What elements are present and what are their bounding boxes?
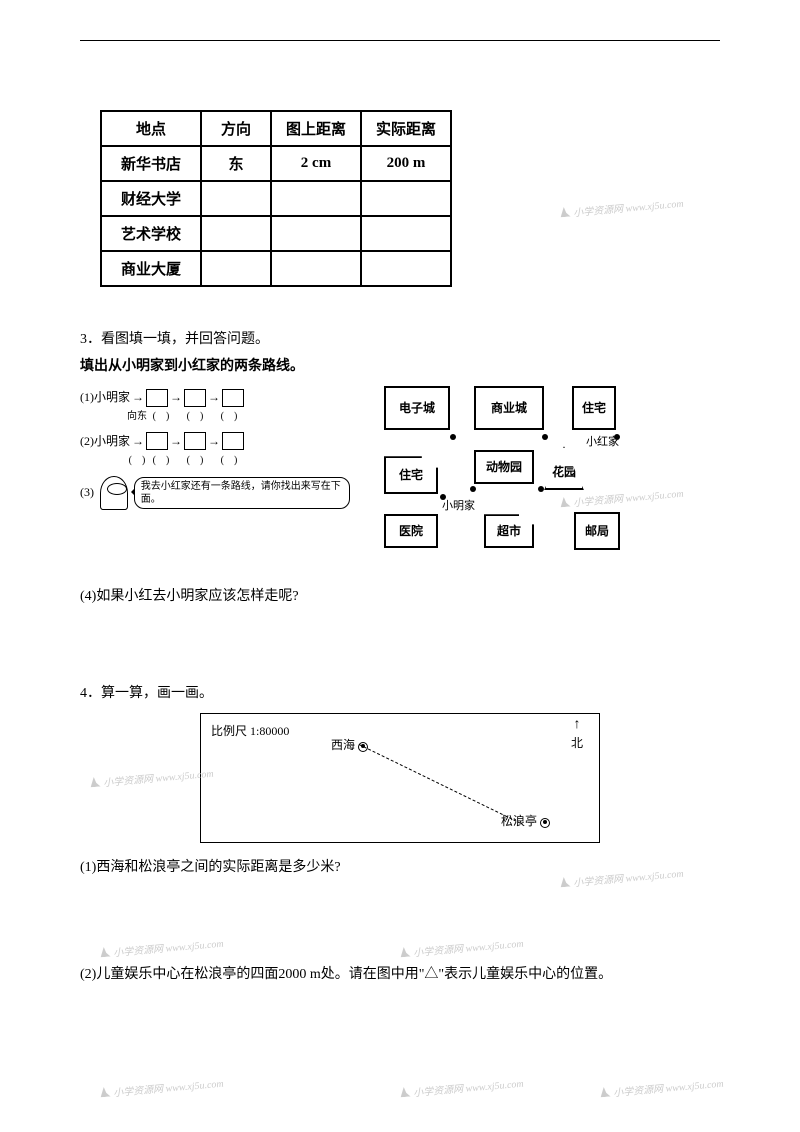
map-block: 电子城 [384,386,450,430]
route-2: (2)小明家 → → → [80,430,350,453]
watermark: 小学资源网 www.xj5u.com [100,1075,224,1101]
blank-box [222,432,244,450]
map-block: 住宅 [572,386,616,430]
header-rule [80,40,720,41]
dashed-line [359,744,521,824]
arrow-icon: → [208,430,220,453]
sub3-label: (3) [80,481,94,504]
route1-underlabels: 向东 ( ) ( ) ( ) [80,407,350,426]
map-block: 商业城 [474,386,544,430]
route1-label: (1)小明家 [80,386,130,409]
map-block: 邮局 [574,512,620,550]
cell-real [361,181,451,216]
q4-number: 4． [80,686,101,701]
cell-real: 200 m [361,146,451,181]
blank-box [184,432,206,450]
question-4: 4．算一算，画一画。 比例尺 1:80000 ↑ 北 西海 松浪亭 (1)西海和… [80,681,720,989]
blank-box [184,389,206,407]
map-block: 超市 [484,514,534,548]
cell-dir [201,251,271,286]
cell-real [361,216,451,251]
watermark: 小学资源网 www.xj5u.com [560,195,684,221]
q4-sub2: (2)儿童娱乐中心在松浪亭的四面2000 m处。请在图中用"△"表示儿童娱乐中心… [80,962,720,989]
map-block: 花园 [544,446,584,490]
paren: ( ) [184,407,206,426]
cell-map: 2 cm [271,146,361,181]
cell-loc: 新华书店 [101,146,201,181]
th-real-dist: 实际距离 [361,111,451,146]
watermark: 小学资源网 www.xj5u.com [600,1075,724,1101]
blank-box [146,432,168,450]
map-block: 动物园 [474,450,534,484]
arrow-icon: → [170,430,182,453]
map-dot [542,434,548,440]
child-icon [100,476,128,510]
dir-label: 向东 [126,407,148,426]
q4-prompt: 算一算，画一画。 [101,686,213,701]
map-dot [538,486,544,492]
route2-underlabels: ( ) ( ) ( ) ( ) [80,451,350,470]
map-label: 小明家 [442,496,475,517]
paren: ( ) [126,451,148,470]
arrow-icon: → [208,386,220,409]
q3-map: 电子城商业城住宅住宅动物园花园医院超市邮局小红家小明家 [364,386,720,566]
map-block: 住宅 [384,456,438,494]
table-header-row: 地点 方向 图上距离 实际距离 [101,111,451,146]
cell-map [271,216,361,251]
paren: ( ) [218,451,240,470]
location-table: 地点 方向 图上距离 实际距离 新华书店 东 2 cm 200 m 财经大学 艺… [100,110,452,287]
cell-loc: 商业大厦 [101,251,201,286]
arrow-icon: → [132,430,144,453]
route2-label: (2)小明家 [80,430,130,453]
speech-bubble: 我去小红家还有一条路线，请你找出来写在下面。 [134,477,350,509]
scale-label: 比例尺 1:80000 [211,720,289,743]
paren: ( ) [218,407,240,426]
table-row: 艺术学校 [101,216,451,251]
paren: ( ) [150,407,172,426]
north-indicator: ↑ 北 [571,718,583,755]
map-dot [450,434,456,440]
q4-map: 比例尺 1:80000 ↑ 北 西海 松浪亭 [200,713,600,843]
table-row: 商业大厦 [101,251,451,286]
cell-map [271,181,361,216]
north-arrow-icon: ↑ [571,718,583,732]
route-1: (1)小明家 → → → [80,386,350,409]
cell-loc: 财经大学 [101,181,201,216]
question-3: 3．看图填一填，并回答问题。 填出从小明家到小红家的两条路线。 (1)小明家 →… [80,327,720,611]
watermark: 小学资源网 www.xj5u.com [400,1075,524,1101]
arrow-icon: → [170,386,182,409]
q3-routes: (1)小明家 → → → 向东 ( ) ( ) ( ) (2)小明家 → [80,386,350,566]
arrow-icon: → [132,386,144,409]
cell-dir [201,216,271,251]
cell-map [271,251,361,286]
cell-real [361,251,451,286]
q3-number: 3． [80,332,101,347]
q3-sub4: (4)如果小红去小明家应该怎样走呢? [80,584,720,611]
cell-dir [201,181,271,216]
th-location: 地点 [101,111,201,146]
pt1-label: 西海 [331,738,355,752]
map-dot [470,486,476,492]
paren: ( ) [150,451,172,470]
q4-sub1: (1)西海和松浪亭之间的实际距离是多少米? [80,855,720,882]
north-label: 北 [571,736,583,750]
paren: ( ) [184,451,206,470]
table-row: 财经大学 [101,181,451,216]
th-map-dist: 图上距离 [271,111,361,146]
q3-prompt: 看图填一填，并回答问题。 [101,332,269,347]
cell-loc: 艺术学校 [101,216,201,251]
table-row: 新华书店 东 2 cm 200 m [101,146,451,181]
blank-box [222,389,244,407]
th-direction: 方向 [201,111,271,146]
cell-dir: 东 [201,146,271,181]
blank-box [146,389,168,407]
map-block: 医院 [384,514,438,548]
map-label: 小红家 [586,432,619,453]
point-xihai: 西海 [331,734,372,757]
point-songlangting: 松浪亭 [501,810,554,833]
q3-bold-line: 填出从小明家到小红家的两条路线。 [80,354,720,381]
q3-sub3: (3) 我去小红家还有一条路线，请你找出来写在下面。 [80,476,350,510]
